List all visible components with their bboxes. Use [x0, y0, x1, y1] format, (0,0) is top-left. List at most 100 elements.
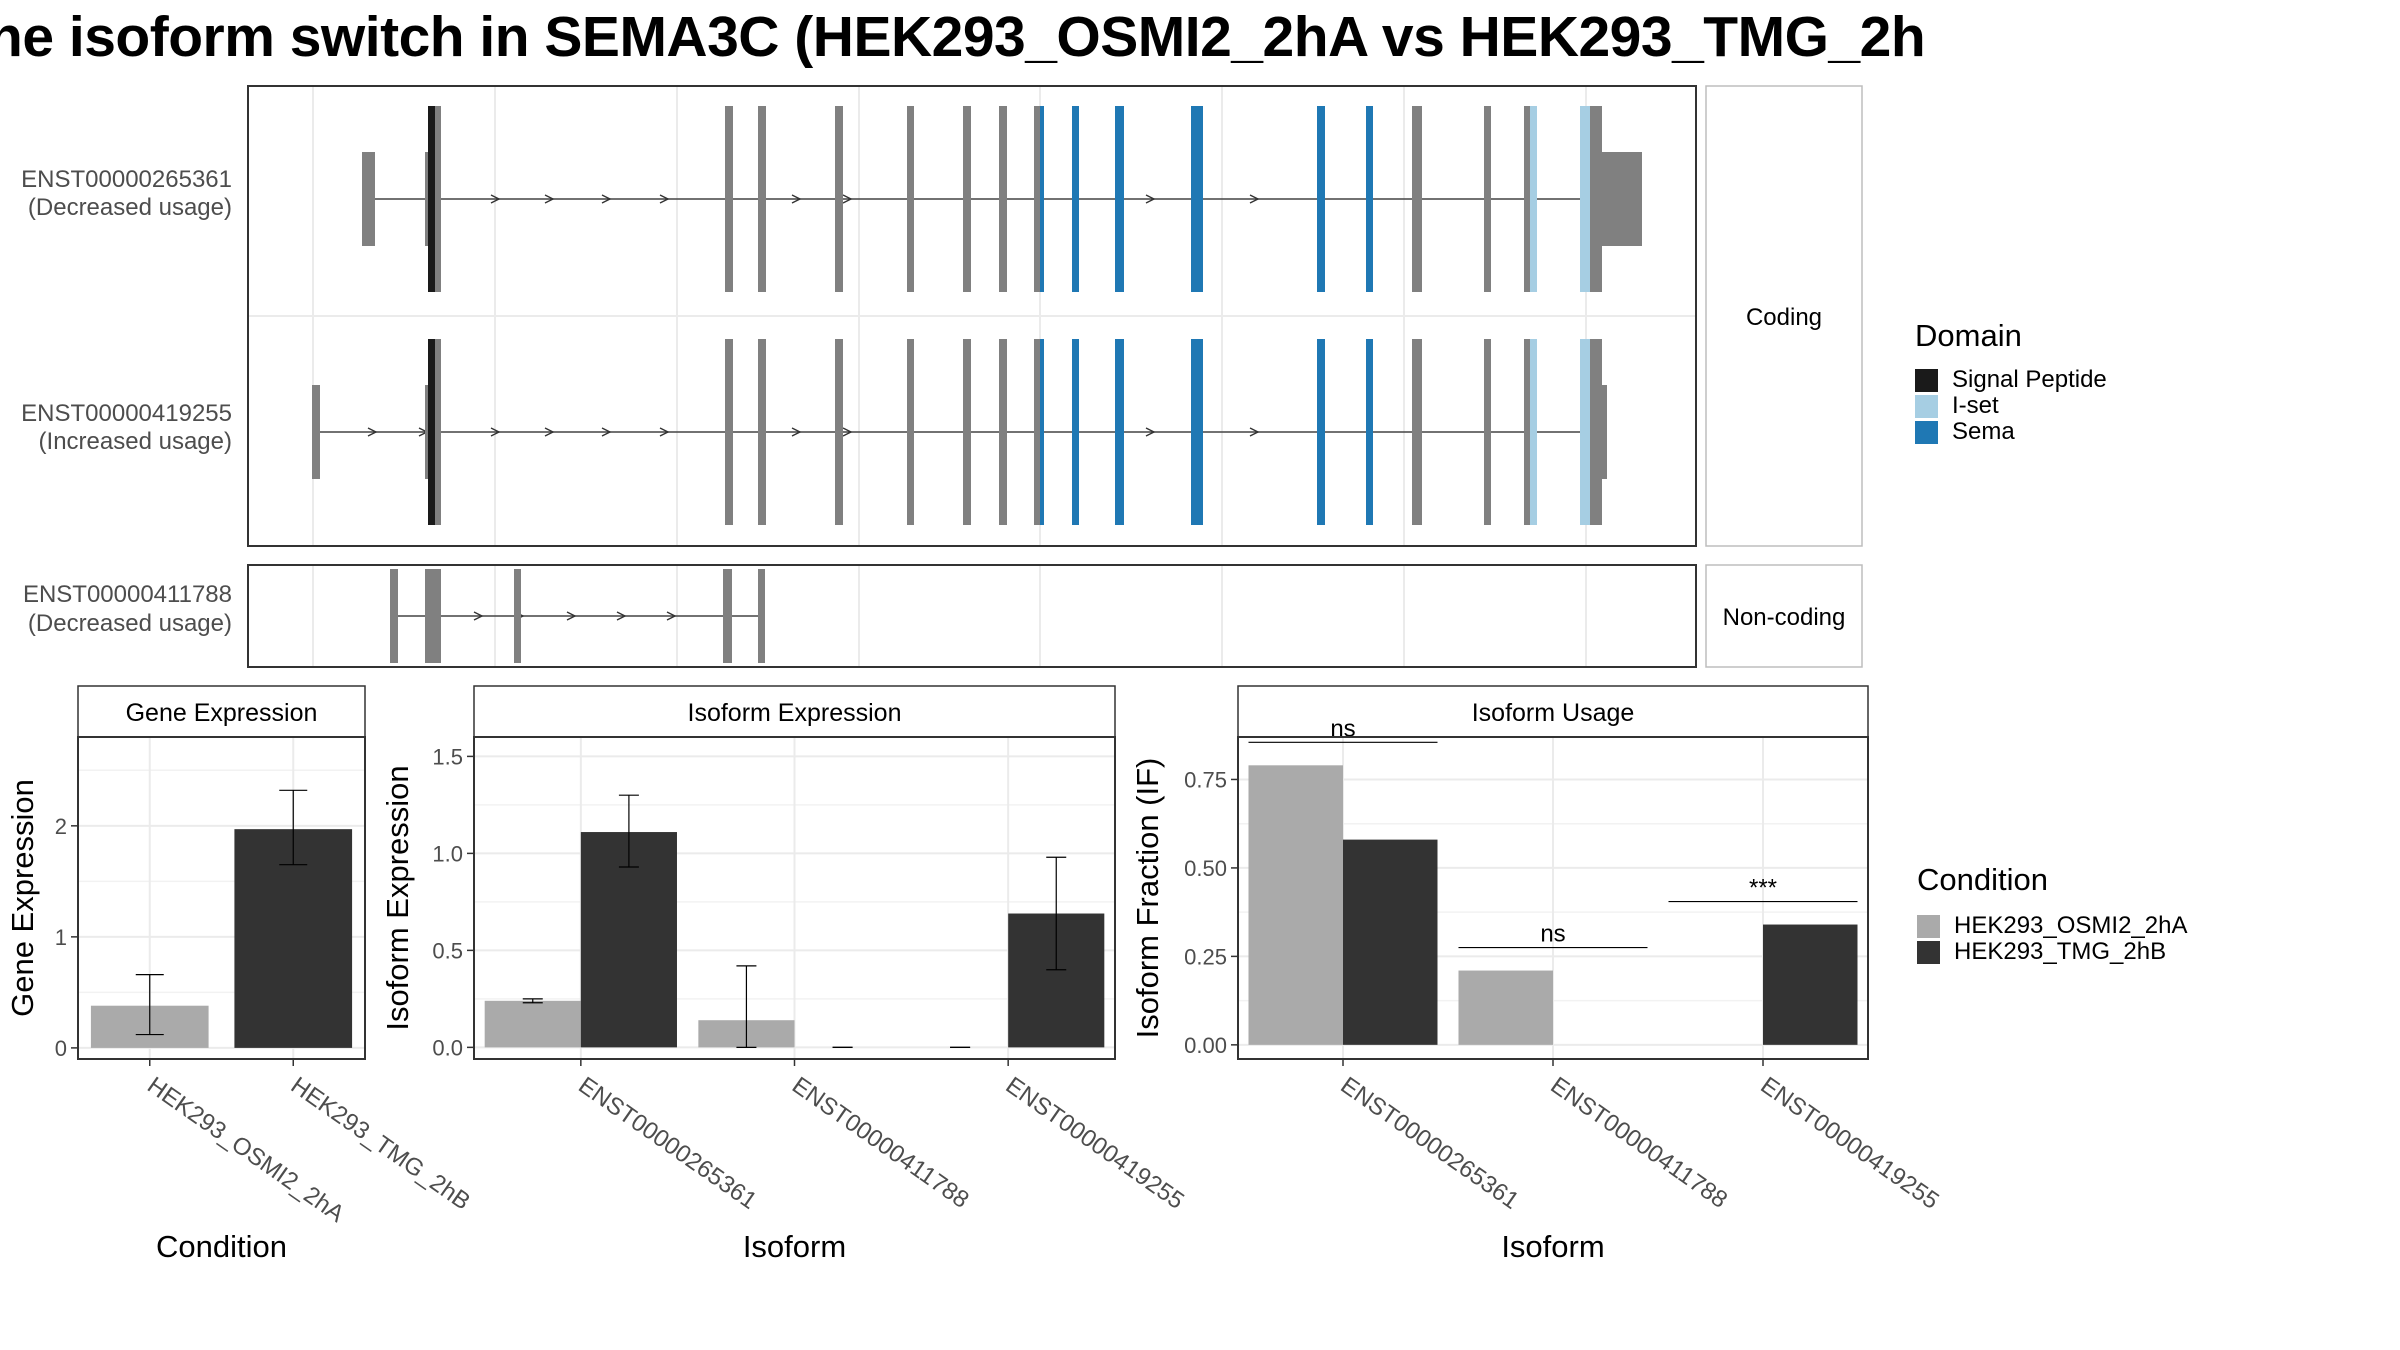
exon: [1034, 106, 1042, 292]
strand-arrow: [659, 427, 670, 437]
x-axis-title: Isoform: [1501, 1229, 1604, 1264]
coding-panel-border: [247, 85, 1697, 547]
strand-arrow: [566, 611, 577, 621]
exon: [1524, 339, 1530, 525]
y-tick-label: 0.50: [1184, 856, 1227, 881]
exon: [1366, 106, 1373, 292]
exon: [1040, 339, 1044, 525]
legend-item-i-set: I-set: [1915, 392, 1999, 420]
exon: [1484, 339, 1491, 525]
exon: [1530, 339, 1537, 525]
exon: [1366, 339, 1373, 525]
domain-legend-title: Domain: [1915, 318, 2022, 353]
exon: [999, 339, 1007, 525]
exon: [1590, 339, 1602, 525]
legend-swatch-osmi2: [1917, 915, 1940, 939]
exon: [425, 152, 430, 246]
exon: [1412, 106, 1422, 292]
strand-arrow: [367, 427, 378, 437]
exon: [907, 339, 914, 525]
strand-arrow: [659, 194, 670, 204]
exon: [428, 106, 435, 292]
legend-swatch-signal-peptide: [1915, 369, 1938, 393]
exon: [1072, 339, 1079, 525]
exon: [963, 106, 971, 292]
x-tick-label: ENST00000411788: [787, 1072, 974, 1214]
exon: [1191, 339, 1203, 525]
domain-legend: Domain Signal Peptide I-set Sema: [1915, 318, 2215, 448]
bar-hek293_osmi2_2ha: [1248, 765, 1343, 1045]
noncoding-panel-border: [247, 564, 1697, 668]
exon: [425, 385, 430, 479]
exon: [514, 569, 521, 663]
facet-strip-label-coding: Coding: [1746, 304, 1822, 331]
x-tick-label: ENST00000265361: [1336, 1072, 1524, 1215]
exon: [1524, 106, 1530, 292]
exon: [1412, 339, 1422, 525]
exon: [1580, 106, 1590, 292]
exon: [963, 339, 971, 525]
panel-title: Isoform Expression: [688, 699, 902, 727]
facet-strip-label-noncoding: Non-coding: [1723, 604, 1846, 631]
facet-strip-coding: [1705, 85, 1863, 547]
significance-label: ns: [1540, 921, 1565, 948]
legend-item-sema: Sema: [1915, 418, 2015, 446]
exon: [1590, 106, 1602, 292]
exon: [1072, 106, 1079, 292]
exon: [390, 569, 398, 663]
exon: [1484, 106, 1491, 292]
y-tick-label: 1: [55, 925, 67, 950]
chart-title: he isoform switch in SEMA3C (HEK293_OSMI…: [0, 5, 1926, 69]
x-tick-label: ENST00000411788: [1546, 1072, 1733, 1214]
facet-strip-noncoding: [1705, 564, 1863, 668]
x-tick-label: ENST00000265361: [573, 1072, 761, 1215]
y-tick-label: 1.5: [432, 744, 463, 769]
strand-arrow: [490, 427, 501, 437]
panel-border: [77, 736, 366, 1060]
exon: [1115, 106, 1124, 292]
y-axis-title: Isoform Fraction (IF): [1130, 758, 1165, 1039]
strand-arrow: [1145, 194, 1156, 204]
exon: [723, 569, 732, 663]
strand-arrow: [1249, 194, 1260, 204]
legend-label: I-set: [1952, 392, 1999, 419]
transcript-label-id: ENST00000419255: [21, 400, 232, 427]
condition-legend-title: Condition: [1917, 862, 2048, 897]
strand-arrow: [544, 194, 555, 204]
bar-hek293_tmg_2hb: [234, 829, 353, 1048]
exon: [758, 569, 765, 663]
transcript-label-id: ENST00000265361: [21, 166, 232, 193]
exon: [435, 339, 441, 525]
legend-label: Signal Peptide: [1952, 366, 2107, 393]
strand-arrow: [601, 194, 612, 204]
exon: [1317, 106, 1325, 292]
panel-title-strip: [1237, 685, 1869, 738]
y-axis-title: Gene Expression: [5, 779, 40, 1017]
transcript-label-usage: (Increased usage): [39, 428, 232, 455]
legend-label: Sema: [1952, 418, 2015, 445]
panel-title-strip: [473, 685, 1116, 738]
bar-hek293_tmg_2hb: [580, 832, 677, 1048]
panel-title: Gene Expression: [126, 699, 318, 727]
exon: [1530, 106, 1537, 292]
legend-label: HEK293_OSMI2_2hA: [1954, 912, 2188, 939]
legend-item-osmi2: HEK293_OSMI2_2hA: [1917, 912, 2187, 940]
y-tick-label: 0.5: [432, 938, 463, 963]
strand-arrow: [490, 194, 501, 204]
transcript-label-usage: (Decreased usage): [28, 610, 232, 637]
condition-legend: Condition HEK293_OSMI2_2hA HEK293_TMG_2h…: [1917, 862, 2297, 972]
strand-arrow: [1145, 427, 1156, 437]
strand-arrow: [616, 611, 627, 621]
legend-item-signal-peptide: Signal Peptide: [1915, 366, 2107, 394]
legend-swatch-tmg: [1917, 941, 1940, 965]
exon: [725, 339, 733, 525]
exon: [435, 106, 441, 292]
significance-label: ***: [1749, 875, 1777, 902]
y-tick-label: 0.0: [432, 1035, 463, 1060]
exon: [1580, 339, 1590, 525]
transcript-label-id: ENST00000411788: [23, 581, 232, 608]
exon: [1191, 106, 1203, 292]
x-tick-label: ENST00000419255: [1756, 1072, 1944, 1215]
legend-item-tmg: HEK293_TMG_2hB: [1917, 938, 2166, 966]
significance-label: ns: [1330, 715, 1355, 742]
